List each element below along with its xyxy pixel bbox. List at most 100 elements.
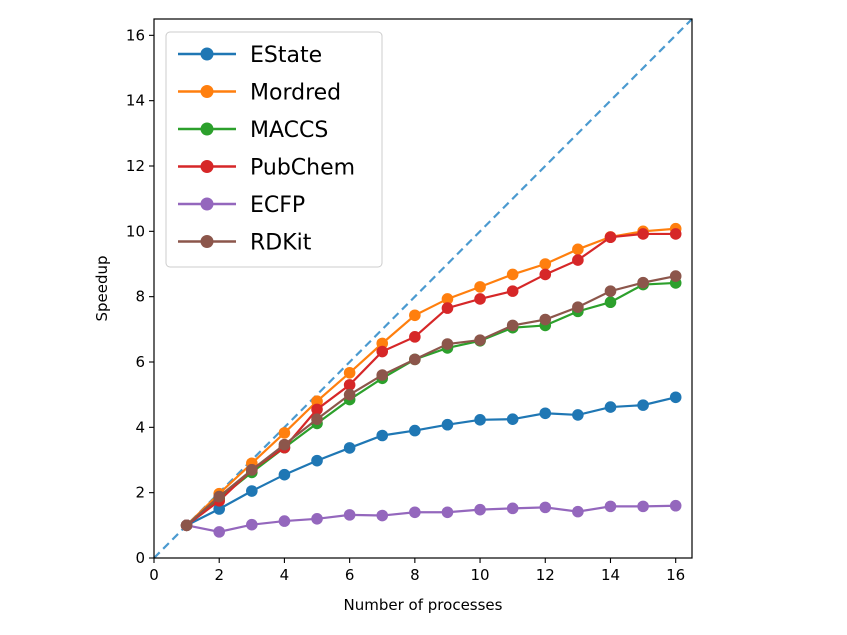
x-tick-label: 0 [149,566,159,584]
data-point-estate [604,401,617,413]
data-point-mordred [441,293,454,305]
x-tick-label: 16 [666,566,685,584]
data-point-ecfp [278,515,291,527]
data-point-estate [572,409,584,421]
legend-label-rdkit: RDKit [250,231,312,256]
data-point-ecfp [637,500,649,513]
series-line-estate [186,396,676,527]
x-tick-label: 6 [345,566,355,584]
data-point-rdkit [637,276,649,289]
data-point-estate [637,399,649,411]
data-point-pubchem [572,254,584,266]
data-point-rdkit [539,313,552,326]
y-tick-label: 16 [126,26,145,44]
legend-marker-ecfp [200,197,214,211]
series-line-mordred [185,227,676,527]
data-point-pubchem [637,228,649,240]
x-tick-label: 2 [214,566,224,584]
data-point-estate [409,424,421,437]
data-point-pubchem [604,231,617,244]
data-point-mordred [539,258,552,270]
data-point-mordred [572,243,584,256]
data-point-ecfp [409,506,421,519]
y-tick-label: 6 [135,353,145,371]
data-point-estate [474,414,486,426]
legend-label-estate: EState [250,43,322,68]
data-point-rdkit [604,285,617,297]
data-point-mordred [278,427,291,439]
data-point-ecfp [246,518,258,531]
data-point-estate [669,391,682,404]
data-point-mordred [311,395,323,408]
y-tick-label: 2 [135,484,145,502]
data-point-estate [311,454,323,467]
series-line-rdkit [185,275,676,527]
y-tick-label: 10 [126,222,145,240]
data-point-estate [506,413,519,425]
data-point-ecfp [376,509,389,522]
legend-marker-estate [200,47,214,61]
data-point-ecfp [474,503,486,516]
x-tick-label: 8 [410,566,420,584]
data-point-rdkit [278,438,291,451]
data-point-estate [376,429,389,442]
data-point-ecfp [213,526,226,538]
plot-area [153,18,693,559]
x-tick-label: 12 [536,566,555,584]
y-axis-label: Speedup [93,255,111,321]
data-point-estate [539,407,552,420]
data-point-ecfp [572,505,584,518]
plot-frame [153,18,693,559]
data-point-ecfp [669,499,682,512]
data-point-ecfp [506,502,519,515]
data-point-maccs [604,296,617,309]
legend-label-mordred: Mordred [250,81,341,106]
axes: 0 2 4 6 8 10 12 14 16 0 2 4 6 8 10 12 14 16 [126,18,693,584]
data-point-ecfp [539,501,552,514]
ideal-speedup-line [153,18,693,559]
data-point-ecfp [604,500,617,513]
legend-label-pubchem: PubChem [250,156,355,181]
legend-marker-pubchem [200,160,214,173]
x-tick-label: 14 [601,566,620,584]
series-line-maccs [185,281,676,527]
data-point-estate [441,418,454,431]
y-tick-label: 8 [135,288,145,306]
data-point-mordred [343,366,356,379]
data-point-pubchem [409,331,421,343]
y-tick-label: 14 [126,92,145,110]
data-point-pubchem [343,379,356,391]
y-tick-label: 12 [126,157,145,175]
data-point-rdkit [311,413,323,425]
data-point-mordred [506,268,519,281]
series-line-pubchem [185,232,676,527]
x-tick-label: 10 [471,566,490,584]
data-point-rdkit [572,301,584,313]
data-point-mordred [376,337,389,350]
data-point-pubchem [474,293,486,305]
data-point-pubchem [311,403,323,416]
legend-label-ecfp: ECFP [250,193,305,218]
data-point-mordred [474,281,486,293]
data-point-estate [246,485,258,497]
data-point-estate [343,442,356,454]
data-point-rdkit [506,319,519,332]
data-point-rdkit [180,519,193,532]
legend-marker-rdkit [200,235,214,248]
data-point-rdkit [213,490,226,503]
legend-label-maccs: MACCS [250,118,328,143]
legend-marker-maccs [200,122,214,136]
data-point-rdkit [669,270,682,282]
data-point-rdkit [376,369,389,381]
legend-marker-mordred [200,85,214,98]
data-point-pubchem [506,285,519,297]
data-point-ecfp [441,506,454,519]
data-point-mordred [409,309,421,322]
data-point-estate [278,468,291,481]
data-point-rdkit [474,334,486,346]
data-point-pubchem [376,345,389,358]
data-point-estate [213,503,226,515]
series-line-ecfp [186,504,676,533]
data-point-rdkit [441,338,454,350]
